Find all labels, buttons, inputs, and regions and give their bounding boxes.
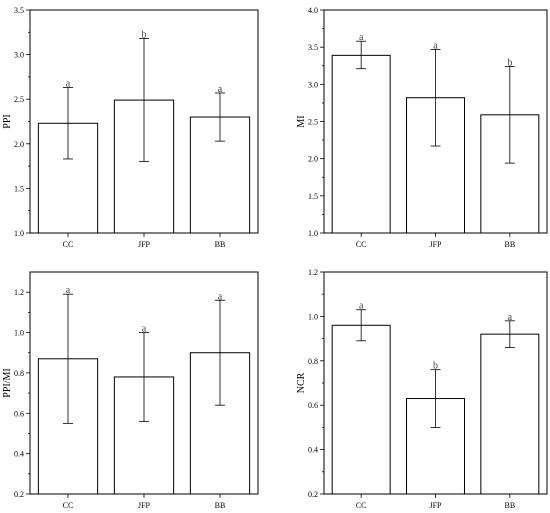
mi-ytick-label: 3.5 xyxy=(308,43,318,52)
mi-ylabel: MI xyxy=(296,115,307,127)
ppi-ylabel: PPI xyxy=(2,114,13,128)
mi-significance-bb: b xyxy=(507,57,512,68)
mi-ytick-label: 2.0 xyxy=(308,155,318,164)
ncr-bar-bb xyxy=(480,333,540,495)
ncr-significance-jfp: b xyxy=(433,361,438,372)
ppi-mi-ytick-label: 0.4 xyxy=(14,450,24,459)
mi-ytick-label: 4.0 xyxy=(308,6,318,15)
ppi-mi-significance-cc: a xyxy=(66,285,71,296)
mi-xtick-label-jfp: JFP xyxy=(429,240,442,249)
ppi-xtick-label-jfp: JFP xyxy=(138,240,151,249)
mi-ytick-label: 1.0 xyxy=(308,229,318,238)
ppi-mi-significance-bb: a xyxy=(218,291,223,302)
ncr-xtick-label-jfp: JFP xyxy=(429,501,442,510)
ncr-bar-cc xyxy=(331,324,391,495)
ppi-mi-ytick-label: 0.2 xyxy=(14,490,24,499)
mi-bar-cc xyxy=(331,54,391,234)
ppi-significance-cc: a xyxy=(66,79,71,90)
ncr-ytick-label: 0.8 xyxy=(308,357,318,366)
ppi-mi-ytick-label: 0.8 xyxy=(14,369,24,378)
ncr-xtick-label-cc: CC xyxy=(356,501,367,510)
ncr-ytick-label: 0.4 xyxy=(308,446,318,455)
chart-panel-ncr: 0.2 0.4 0.6 0.8 1.0 1.2 NCR a CC b JFP a BB xyxy=(296,268,548,510)
ncr-ytick-label: 1.2 xyxy=(308,268,318,277)
ppi-mi-xtick-label-jfp: JFP xyxy=(138,501,151,510)
ncr-significance-cc: a xyxy=(359,301,364,312)
chart-panel-ppi: 1.0 1.5 2.0 2.5 3.0 3.5 PPI a CC b JFP a BB xyxy=(2,6,259,249)
mi-significance-cc: a xyxy=(359,32,364,43)
ncr-ylabel: NCR xyxy=(296,372,307,393)
ppi-ytick-label: 2.0 xyxy=(14,140,24,149)
ppi-xtick-label-bb: BB xyxy=(215,240,226,249)
chart-panel-mi: 1.0 1.5 2.0 2.5 3.0 3.5 4.0 MI a CC a JFP b BB xyxy=(296,6,548,249)
ppi-xtick-label-cc: CC xyxy=(63,240,74,249)
ppi-mi-ytick-label: 1.0 xyxy=(14,329,24,338)
ppi-mi-xtick-label-cc: CC xyxy=(63,501,74,510)
ppi-mi-ylabel: PPI/MI xyxy=(2,368,13,397)
ppi-mi-xtick-label-bb: BB xyxy=(215,501,226,510)
ppi-mi-significance-jfp: a xyxy=(142,324,147,335)
ncr-xtick-label-bb: BB xyxy=(504,501,515,510)
mi-xtick-label-bb: BB xyxy=(504,240,515,249)
ppi-significance-jfp: b xyxy=(142,30,147,41)
ppi-mi-ytick-label: 0.6 xyxy=(14,409,24,418)
ppi-ytick-label: 2.5 xyxy=(14,95,24,104)
chart-panel-ppi-mi: 0.2 0.4 0.6 0.8 1.0 1.2 PPI/MI a CC a JFP a BB xyxy=(2,271,259,510)
mi-ytick-label: 2.5 xyxy=(308,118,318,127)
ppi-mi-ytick-label: 1.2 xyxy=(14,288,24,297)
mi-significance-jfp: a xyxy=(433,40,438,51)
ppi-ytick-label: 1.5 xyxy=(14,184,24,193)
ncr-ytick-label: 0.6 xyxy=(308,401,318,410)
ppi-ytick-label: 1.0 xyxy=(14,229,24,238)
ppi-ytick-label: 3.5 xyxy=(14,6,24,15)
mi-ytick-label: 1.5 xyxy=(308,192,318,201)
ppi-ytick-label: 3.0 xyxy=(14,51,24,60)
ppi-significance-bb: a xyxy=(218,84,223,95)
ncr-ytick-label: 1.0 xyxy=(308,312,318,321)
ncr-significance-bb: a xyxy=(508,312,513,323)
mi-xtick-label-cc: CC xyxy=(356,240,367,249)
ncr-ytick-label: 0.2 xyxy=(308,490,318,499)
mi-ytick-label: 3.0 xyxy=(308,80,318,89)
